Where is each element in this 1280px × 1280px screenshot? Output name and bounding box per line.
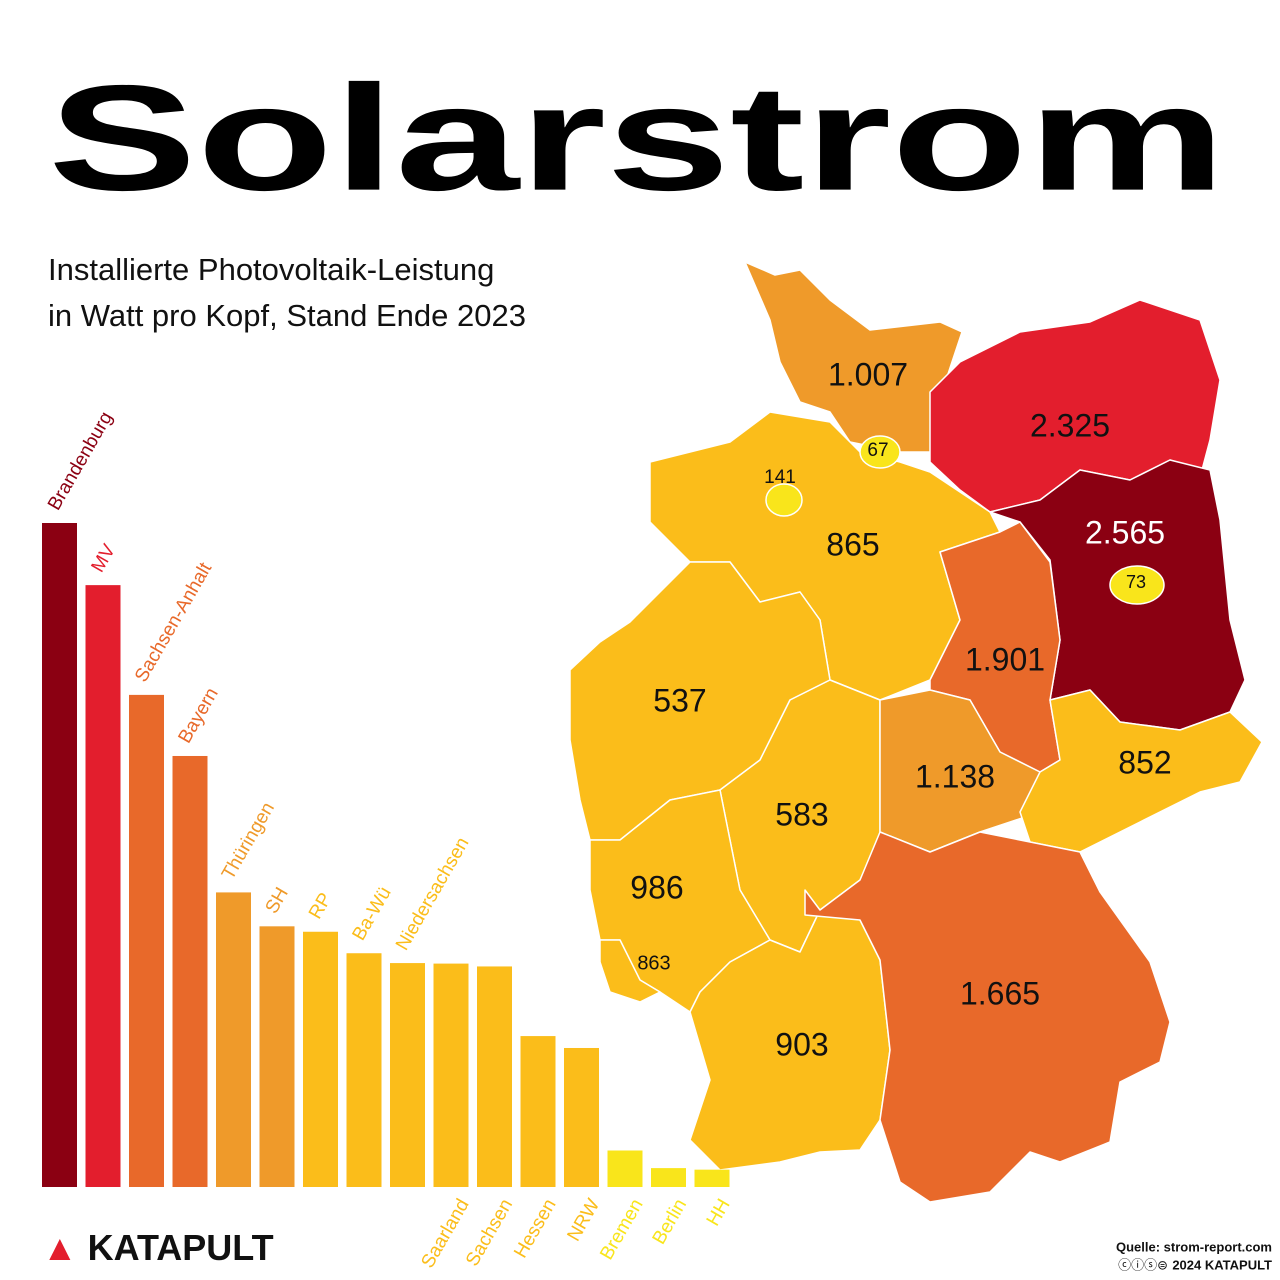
map-value-label: 141 <box>764 467 796 488</box>
bar <box>607 1150 643 1187</box>
brand-name: KATAPULT <box>88 1227 274 1268</box>
bar <box>42 523 77 1187</box>
region <box>859 435 901 469</box>
title: Solarstrom <box>48 54 1226 222</box>
map-value-label: 583 <box>775 796 828 832</box>
bar <box>390 963 425 1187</box>
map-value-label: 986 <box>630 869 683 905</box>
bar <box>433 963 469 1187</box>
map-value-label: 863 <box>637 952 670 974</box>
subtitle-line: in Watt pro Kopf, Stand Ende 2023 <box>48 298 526 333</box>
region <box>765 483 803 517</box>
map-value-label: 1.007 <box>828 356 908 392</box>
source: Quelle: strom-report.com <box>1116 1239 1272 1254</box>
bar <box>477 966 512 1187</box>
map-value-label: 1.138 <box>915 758 995 794</box>
brand: ▲ KATAPULT <box>42 1227 274 1268</box>
map-value-label: 67 <box>867 440 888 461</box>
bar <box>564 1047 599 1187</box>
map <box>569 261 1263 1203</box>
map-value-label: 865 <box>826 526 879 562</box>
bar <box>216 892 251 1187</box>
bar <box>346 953 382 1187</box>
bar <box>129 694 164 1187</box>
bar <box>172 755 208 1187</box>
map-value-label: 2.325 <box>1030 407 1110 443</box>
bar <box>303 931 338 1187</box>
region <box>804 831 1171 1203</box>
map-value-label: 73 <box>1126 572 1146 592</box>
map-value-label: 1.901 <box>965 641 1045 677</box>
map-value-label: 903 <box>775 1026 828 1062</box>
subtitle-line: Installierte Photovoltaik-Leistung <box>48 252 494 287</box>
credit: 2024 KATAPULT <box>1172 1257 1272 1272</box>
map-value-label: 852 <box>1118 744 1171 780</box>
license-icons: ⓒⓘⓢ⊜ <box>1118 1257 1168 1272</box>
map-value-label: 2.565 <box>1085 514 1165 550</box>
bar <box>694 1169 730 1187</box>
map-value-label: 537 <box>653 682 706 718</box>
map-value-label: 1.665 <box>960 975 1040 1011</box>
bar <box>520 1036 556 1187</box>
bar <box>651 1168 686 1187</box>
bar <box>259 926 295 1187</box>
region <box>1109 565 1165 605</box>
region <box>599 939 661 1003</box>
bar <box>85 585 121 1187</box>
